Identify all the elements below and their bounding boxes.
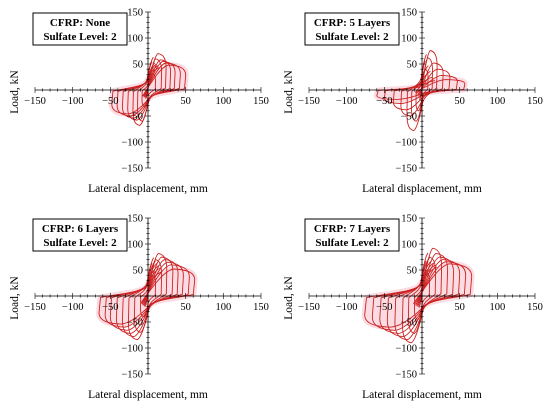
- x-axis-label: Lateral displacement, mm: [88, 183, 208, 195]
- annotation-sulfate: Sulfate Level: 2: [315, 237, 389, 249]
- y-tick-label: −50: [401, 318, 417, 329]
- chart-panel-none: −150 −100 −50 50 100 150 150 100 50 −50 −100 −150 C…: [9, 8, 269, 196]
- x-tick-label: −50: [376, 96, 392, 107]
- x-axis-label: Lateral displacement, mm: [88, 389, 208, 401]
- tick-labels: −150 −100 −50 50 100 150 150 100 50 −50 −100 −150: [24, 214, 269, 381]
- x-tick-label: −100: [336, 302, 358, 313]
- y-tick-label: −150: [395, 164, 417, 175]
- y-tick-label: 150: [401, 8, 417, 19]
- y-tick-label: −100: [395, 344, 417, 355]
- hysteresis-loop-3: [406, 50, 438, 132]
- y-tick-label: −100: [395, 138, 417, 149]
- x-tick-label: −150: [24, 302, 46, 313]
- chart-panel-5-layers: −150 −100 −50 50 100 150 150 100 50 −50 −100 −150 C…: [283, 8, 543, 196]
- y-tick-label: 150: [127, 214, 143, 225]
- x-tick-label: −150: [298, 96, 320, 107]
- x-tick-label: 100: [215, 302, 231, 313]
- x-tick-label: 50: [454, 302, 465, 313]
- y-tick-label: 50: [407, 60, 418, 71]
- hysteresis-loop-8: [364, 263, 473, 328]
- x-tick-label: −150: [298, 302, 320, 313]
- y-axis-label: Load, kN: [283, 276, 295, 320]
- x-tick-label: 100: [489, 302, 505, 313]
- annotation-box: [32, 218, 128, 252]
- y-tick-label: 100: [401, 240, 417, 251]
- hysteresis-loops: [98, 252, 196, 341]
- y-tick-label: −50: [127, 112, 143, 123]
- tick-labels: −150 −100 −50 50 100 150 150 100 50 −50 −100 −150: [24, 8, 269, 175]
- hysteresis-loops: [376, 50, 466, 132]
- y-tick-label: −100: [121, 344, 143, 355]
- chart-panel-6-layers: −150 −100 −50 50 100 150 150 100 50 −50 −100 −150 C…: [9, 214, 269, 402]
- plot-axes: [34, 11, 262, 169]
- y-tick-label: −150: [121, 370, 143, 381]
- annotation-sulfate: Sulfate Level: 2: [43, 237, 117, 249]
- x-tick-label: 150: [527, 302, 543, 313]
- x-tick-label: −100: [62, 302, 84, 313]
- x-tick-label: −50: [102, 96, 118, 107]
- y-tick-label: 100: [401, 34, 417, 45]
- y-tick-label: −50: [127, 318, 143, 329]
- y-tick-label: 150: [401, 214, 417, 225]
- x-tick-label: 50: [180, 302, 191, 313]
- hysteresis-loops: [364, 247, 473, 344]
- hysteresis-loop-4: [400, 62, 444, 117]
- x-tick-label: 50: [454, 96, 465, 107]
- y-axis-label: Load, kN: [9, 70, 21, 114]
- y-tick-label: 100: [127, 34, 143, 45]
- annotation-sulfate: Sulfate Level: 2: [43, 31, 117, 43]
- annotation-box: [304, 12, 400, 46]
- y-tick-label: −100: [121, 138, 143, 149]
- y-axis-label: Load, kN: [283, 70, 295, 114]
- chart-panel-7-layers: −150 −100 −50 50 100 150 150 100 50 −50 −100 −150 C…: [283, 214, 543, 402]
- y-tick-label: −150: [121, 164, 143, 175]
- plot-axes: [34, 217, 262, 375]
- hysteresis-loop-2: [407, 256, 437, 334]
- y-tick-label: −150: [395, 370, 417, 381]
- tick-labels: −150 −100 −50 50 100 150 150 100 50 −50 −100 −150: [298, 8, 543, 175]
- x-tick-label: −50: [102, 302, 118, 313]
- plot-axes: [308, 217, 536, 375]
- x-axis-label: Lateral displacement, mm: [362, 183, 482, 195]
- annotation-sulfate: Sulfate Level: 2: [315, 31, 389, 43]
- hysteresis-loop-7: [111, 64, 187, 115]
- annotation-cfrp: CFRP: 7 Layers: [314, 223, 391, 235]
- annotation-cfrp: CFRP: None: [50, 17, 110, 29]
- hysteresis-loop-6: [383, 74, 458, 104]
- hysteresis-loop-7: [376, 79, 466, 100]
- annotation-cfrp: CFRP: 5 Layers: [314, 17, 391, 29]
- hysteresis-loop-8: [98, 268, 196, 325]
- x-tick-label: 100: [489, 96, 505, 107]
- x-tick-label: 50: [180, 96, 191, 107]
- hysteresis-loop-7: [104, 264, 190, 328]
- x-tick-label: 150: [527, 96, 543, 107]
- hysteresis-loop-5: [392, 68, 451, 111]
- y-tick-label: 50: [133, 60, 144, 71]
- plot-axes: [308, 11, 536, 169]
- x-tick-label: 150: [253, 96, 269, 107]
- hysteresis-loops: [111, 53, 187, 126]
- tick-labels: −150 −100 −50 50 100 150 150 100 50 −50 −100 −150: [298, 214, 543, 381]
- x-tick-label: −100: [62, 96, 84, 107]
- x-tick-label: −100: [336, 96, 358, 107]
- y-tick-label: 50: [133, 266, 144, 277]
- y-axis-label: Load, kN: [9, 276, 21, 320]
- annotation-box: [32, 12, 128, 46]
- x-tick-label: −50: [376, 302, 392, 313]
- annotation-box: [304, 218, 400, 252]
- x-axis-label: Lateral displacement, mm: [362, 389, 482, 401]
- annotation-cfrp: CFRP: 6 Layers: [42, 223, 119, 235]
- y-tick-label: 150: [127, 8, 143, 19]
- x-tick-label: −150: [24, 96, 46, 107]
- y-tick-label: 50: [407, 266, 418, 277]
- x-tick-label: 100: [215, 96, 231, 107]
- x-tick-label: 150: [253, 302, 269, 313]
- y-tick-label: −50: [401, 112, 417, 123]
- y-tick-label: 100: [127, 240, 143, 251]
